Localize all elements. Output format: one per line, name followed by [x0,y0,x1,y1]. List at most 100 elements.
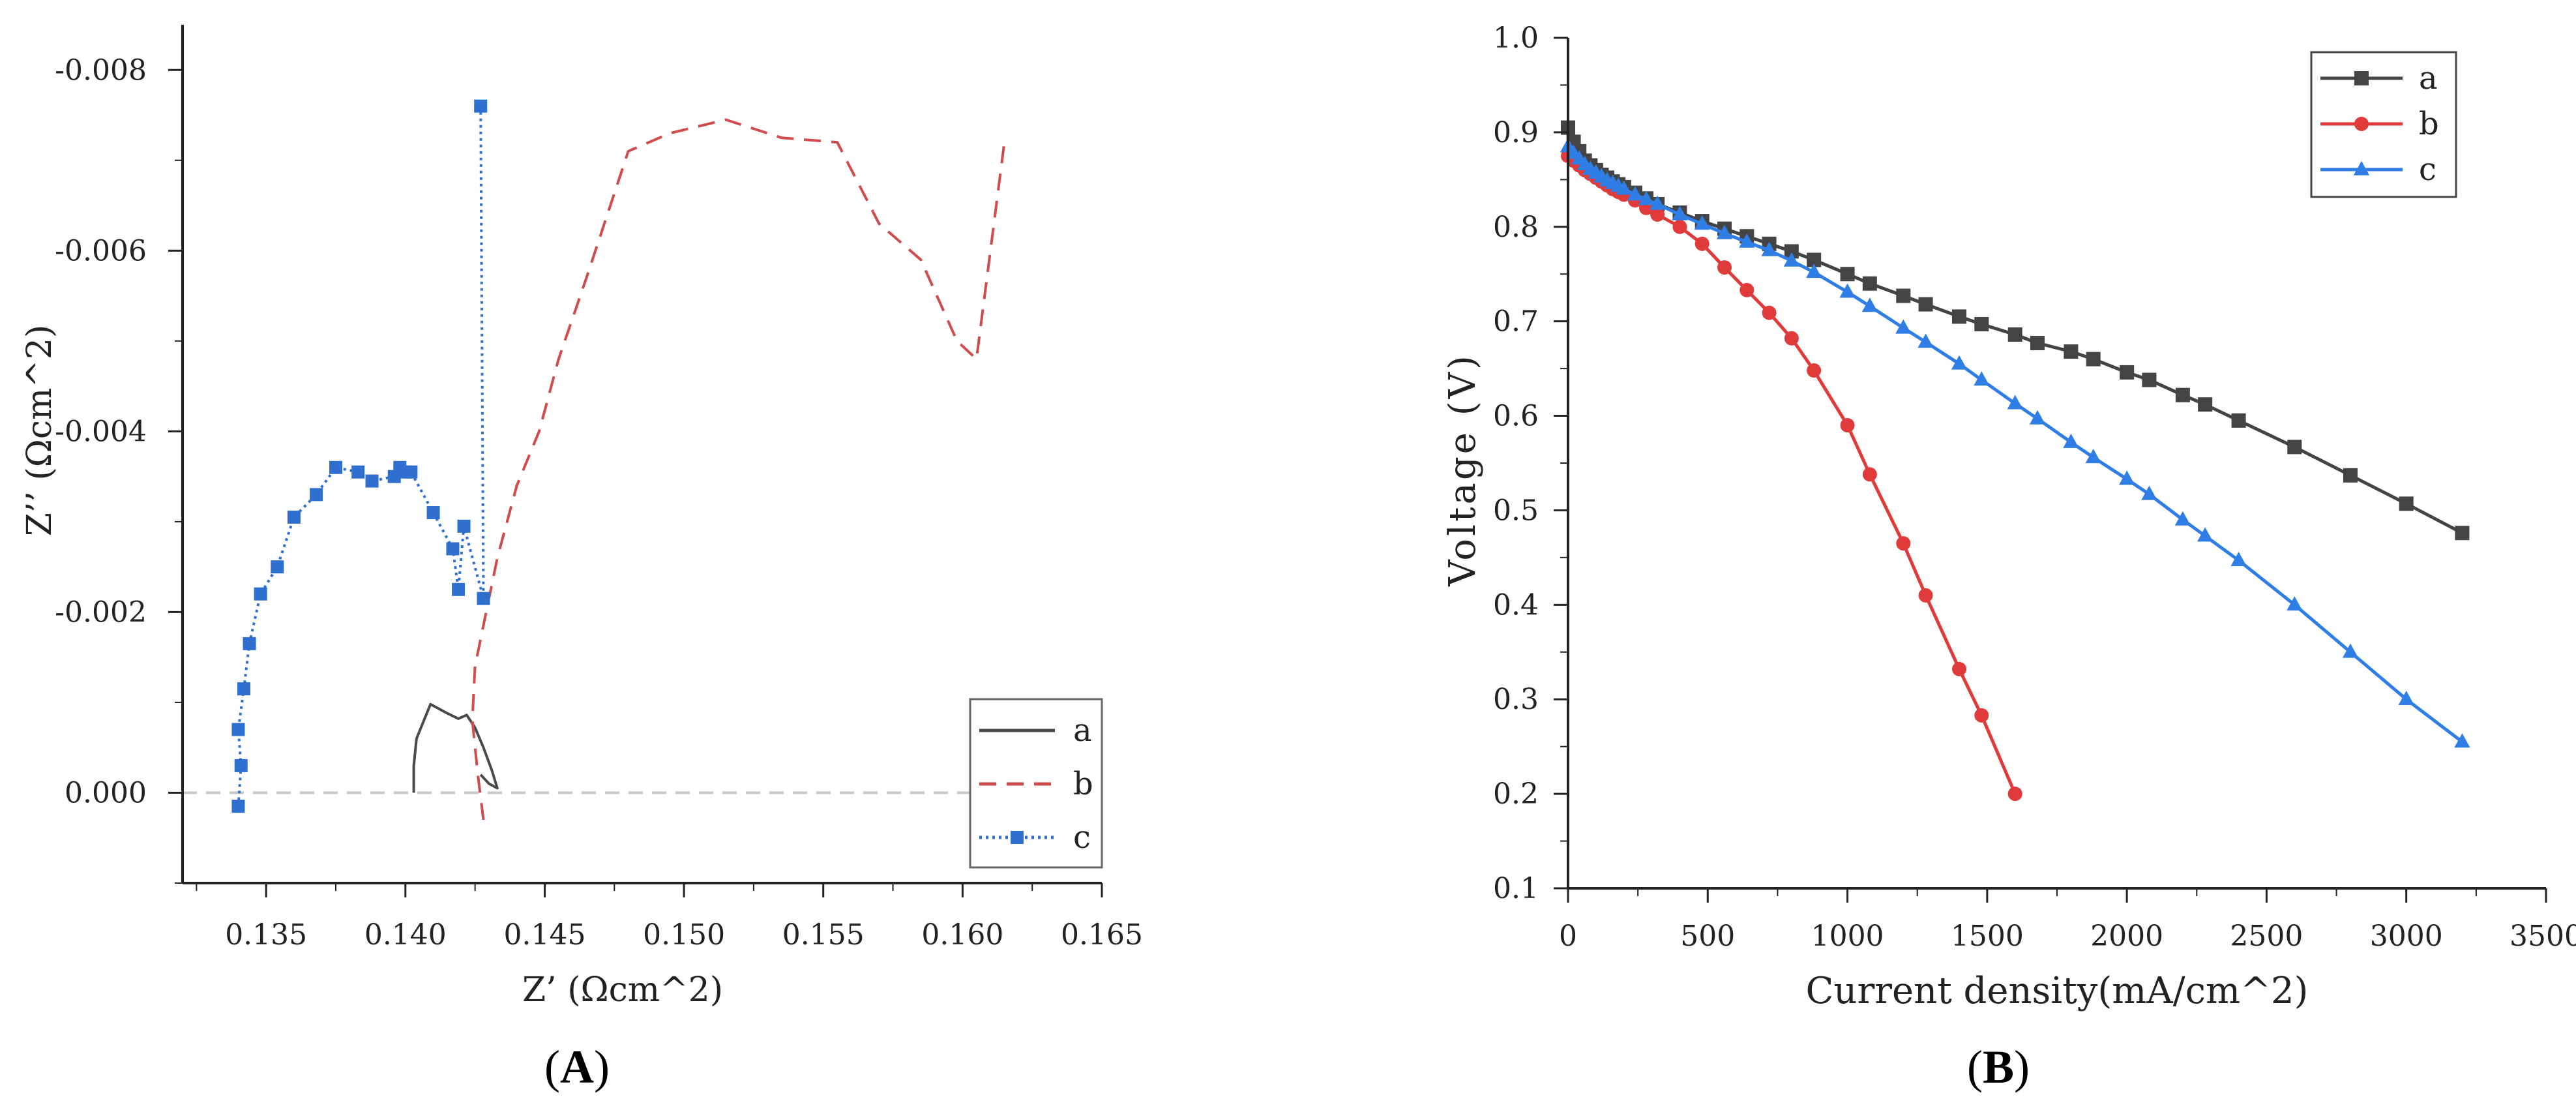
panel-b-y-tick-label: 0.2 [1493,777,1539,811]
panel-a-series-c-point [310,488,323,502]
panel-b-series-a-point [1918,297,1933,312]
panel-b-x-tick-label: 3000 [2370,920,2443,953]
panel-b-series-a-point [1807,252,1822,267]
panel-b-series-b-point [1918,588,1933,603]
panel-a-series-c-point [287,510,301,524]
panel-b-x-tick-label: 2500 [2230,920,2303,953]
panel-b-series-c-point [1895,319,1912,334]
panel-b-series-c-point [1861,297,1878,312]
panel-a-x-tick-label: 0.160 [921,918,1003,952]
panel-a-series-c-point [452,582,465,596]
panel-b-series-a-point [1840,267,1855,282]
panel-b-series-c-point [2063,433,2079,448]
panel-b-series-b-point [1807,363,1822,378]
panel-a-y-tick-label: 0.000 [65,776,147,809]
panel-b-series-c-point [1694,215,1710,230]
panel-a-legend: abc [969,698,1103,869]
panel-b-series-b-point [1974,708,1989,723]
panel-b-x-tick-label: 3500 [2509,920,2576,953]
panel-b-series-b-point [1762,305,1777,320]
panel-b-legend-a-marker [2354,71,2369,85]
panel-b-series-c-point [2454,733,2470,748]
panel-b-series-c-point [1650,195,1666,210]
panel-b-series-c-point [1917,333,1934,348]
panel-a-series-c-point [365,474,379,488]
panel-a-series-c-point [254,587,267,601]
panel-a-y-tick-label: -0.008 [55,53,147,87]
panel-b-legend-b-marker [2354,117,2369,131]
panel-a-series-c-point [237,682,250,696]
panel-b-series-b-point [1862,467,1877,482]
panel-b-series-b-point [1695,236,1710,251]
panel-b-series-c-point [2119,470,2135,485]
panel-b-series-c-point [1627,186,1643,201]
panel-b-series-c-point [2230,552,2247,567]
panel-b-label-letter: B [1983,1041,2014,1093]
panel-b-series-c-point [2141,485,2157,500]
panel-b-series-a-point [2064,344,2079,359]
panel-b-legend: abc [2310,51,2457,198]
panel-a-y-axis-label: Z’’ (Ωcm^2) [20,325,59,537]
panel-b-series-c-point [1839,283,1856,298]
panel-a-legend-b-label: b [1073,766,1093,802]
panel-b-series-c-point [1974,371,1990,386]
panel-b-legend-c-marker [2353,160,2370,175]
panel-b-series-c-point [2085,449,2101,464]
panel-a-series-c-point [457,519,471,533]
panel-b-series-b-point [2007,787,2022,802]
panel-a-series-c-point [271,560,284,574]
panel-b-legend-c-label: c [2419,151,2436,188]
panel-b-series-b-point [1740,282,1754,297]
panel-b-series-c-point [2029,410,2046,425]
panel-b-series-c-point [1761,241,1777,256]
panel-a-x-tick-label: 0.145 [503,918,585,952]
panel-b-y-tick-label: 0.5 [1493,494,1539,527]
panel-b-series-a-point [2142,372,2157,387]
panel-a-x-tick-label: 0.140 [364,918,447,952]
panel-b-series-a-point [1896,288,1911,303]
panel-b-series-c-point [2287,596,2303,611]
panel-a-legend-c-marker [1011,831,1024,844]
panel-b-series-a-point [2007,327,2022,342]
panel-b-y-tick-label: 1.0 [1493,22,1539,55]
panel-b-series-c-point [2007,395,2023,410]
panel-b-series-b-point [1672,219,1687,234]
panel-b-y-axis-label: Voltage (V) [1442,353,1484,587]
panel-b-series-b-point [1784,331,1799,346]
panel-b-series-a-point [2198,397,2213,412]
panel-a-x-tick-label: 0.165 [1061,918,1143,952]
panel-b-series-c-point [1616,180,1632,195]
panel-b-series-b-point [1952,661,1966,676]
panel-a-y-tick-label: -0.006 [55,234,147,267]
panel-b-legend-a-label: a [2419,60,2438,97]
panel-b-series-b-point [1650,207,1665,222]
panel-b-series-c-point [1716,224,1733,239]
panel-a-series-c-point [329,460,342,474]
panel-b-series-a-point [2086,352,2101,367]
panel-a-series-c-point [446,542,460,556]
panel-a-series-c-line [237,106,485,807]
panel-a-chart: 0.135 0.140 0.145 0.150 0.155 0.160 0.165 0.000… [20,25,1143,1093]
panel-a-series-c-point [234,759,248,772]
panel-a-x-tick-label: 0.135 [225,918,307,952]
panel-b-x-axis-label: Current density(mA/cm^2) [1806,970,2309,1012]
panel-b-series-a-point [2120,365,2135,380]
panel-a-series-c-point [351,465,365,479]
panel-b-series-a-point [2175,387,2190,402]
panel-b-series [1560,120,2470,802]
panel-a-series-c-point [404,465,418,479]
panel-a-series-c-point [231,723,245,736]
panel-b-ticks: 0 500 1000 1500 2000 2500 3000 3500 0.1 0.2 0.3 0.4… [1493,22,2576,953]
panel-a-label: (A) [544,1041,610,1093]
panel-b-series-a-point [1952,309,1966,324]
panel-b-series-c-point [2197,527,2213,542]
panel-b-y-tick-label: 0.8 [1493,211,1539,244]
panel-b-x-tick-label: 1000 [1811,920,1884,953]
panel-b-chart: 0 500 1000 1500 2000 2500 3000 3500 0.1 0.2 0.3 0.4… [1442,22,2576,1093]
panel-b-label: (B) [1967,1041,2030,1093]
panel-b-series-c-point [1672,205,1688,220]
panel-b-y-tick-label: 0.3 [1493,683,1539,716]
panel-a-series-c-point [477,592,490,605]
panel-b-series-a-point [2231,413,2246,428]
panel-a-y-tick-label: -0.002 [55,595,147,629]
